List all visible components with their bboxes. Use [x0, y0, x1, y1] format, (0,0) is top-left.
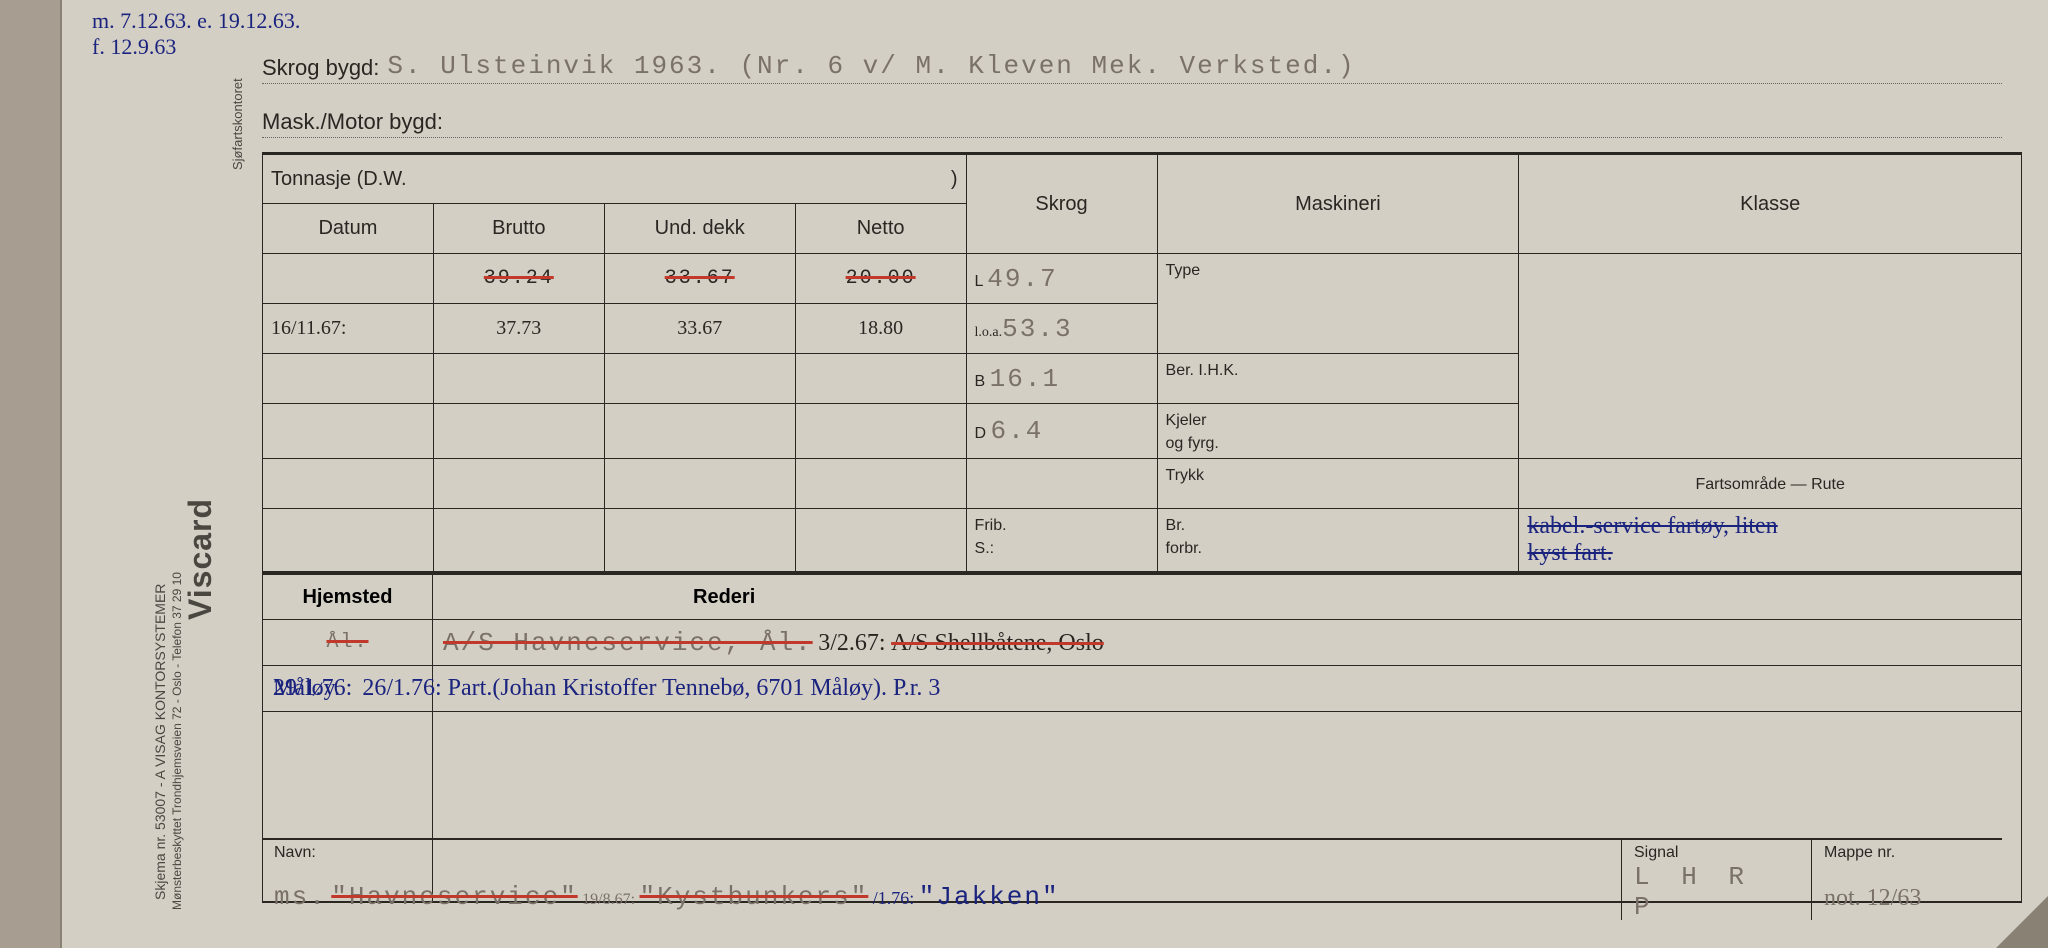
mask-trykk: Trykk	[1166, 467, 1205, 484]
rederi-r1-hjem: Ål.	[263, 620, 433, 666]
skrog-bygd-label: Skrog bygd:	[262, 55, 387, 83]
rederi-r2-text: Måløy. 26/1.76: Part.(Johan Kristoffer T…	[433, 666, 2022, 712]
skrog-B: 16.1	[990, 364, 1060, 396]
tonnasje-header: Tonnasje (D.W.	[271, 168, 407, 191]
card-body: Skrog bygd: S. Ulsteinvik 1963. (Nr. 6 v…	[242, 40, 2032, 920]
klasse-note2: kyst fart.	[1527, 540, 2013, 567]
farts-label: Fartsområde — Rute	[1695, 476, 1844, 493]
col-brutto: Brutto	[433, 204, 604, 254]
r2-brutto: 37.73	[433, 304, 604, 354]
sideprint-skjema: Skjema nr. 53007 - A VISAG KONTORSYSTEME…	[152, 584, 168, 900]
klasse-empty-top	[1519, 254, 2022, 459]
navn-value: ms. "Havneservice" 19/8.67: "Kystbunkers…	[274, 882, 1609, 916]
corner-fold	[1996, 896, 2048, 948]
tonnasje-header-close: )	[951, 168, 958, 191]
r4-datum	[263, 404, 434, 459]
signal-label: Signal	[1634, 844, 1799, 862]
mask-br: Br. forbr.	[1166, 517, 1202, 557]
r1-unddekk: 33.67	[604, 254, 795, 304]
klasse-header: Klasse	[1519, 154, 2022, 254]
skrog-bygd-value: S. Ulsteinvik 1963. (Nr. 6 v/ M. Kleven …	[387, 51, 1355, 83]
r2-datum: 16/11.67:	[263, 304, 434, 354]
main-table: Tonnasje (D.W. ) Skrog Maskineri Klasse …	[262, 152, 2022, 572]
mappe-label: Mappe nr.	[1824, 844, 1990, 862]
skrog-header: Skrog	[966, 154, 1157, 254]
mappe-value: not. 12/63	[1824, 885, 1990, 916]
mask-type: Type	[1166, 262, 1201, 279]
r1-datum	[263, 254, 434, 304]
mask-bygd-row: Mask./Motor bygd:	[262, 94, 2002, 138]
mask-ber: Ber. I.H.K.	[1166, 362, 1239, 379]
rederi-label: Rederi	[433, 574, 2022, 620]
sideprint-addr: Mønsterbeskyttet Trondhjemsveien 72 - Os…	[170, 572, 184, 910]
rederi-r1-text: A/S Havneservice, Ål. 3/2.67: A/S Shellb…	[433, 620, 2022, 666]
skrog-bygd-row: Skrog bygd: S. Ulsteinvik 1963. (Nr. 6 v…	[262, 40, 2002, 84]
r1-brutto: 39.24	[433, 254, 604, 304]
r2-netto: 18.80	[795, 304, 966, 354]
col-unddekk: Und. dekk	[604, 204, 795, 254]
sideprint-brand: Viscard	[182, 498, 219, 620]
margin-note-1: m. 7.12.63. e. 19.12.63.	[92, 8, 300, 34]
mask-bygd-label: Mask./Motor bygd:	[262, 109, 451, 137]
skrog-frib: Frib. S.:	[975, 517, 1007, 557]
mask-kjeler: Kjeler og fyrg.	[1166, 412, 1219, 452]
signal-value: L H R P	[1634, 862, 1799, 926]
navn-label: Navn:	[274, 844, 1609, 862]
hjemsted-label: Hjemsted	[263, 574, 433, 620]
skrog-D: 6.4	[991, 416, 1044, 448]
maskineri-header: Maskineri	[1157, 154, 1519, 254]
klasse-note1: kabel.-service fartøy, liten	[1527, 513, 2013, 540]
bottom-row: Navn: ms. "Havneservice" 19/8.67: "Kystb…	[262, 838, 2002, 920]
r3-datum	[263, 354, 434, 404]
r1-netto: 20.00	[795, 254, 966, 304]
record-card: m. 7.12.63. e. 19.12.63. f. 12.9.63 Skje…	[60, 0, 2048, 948]
col-datum: Datum	[263, 204, 434, 254]
skrog-loa: 53.3	[1002, 314, 1072, 346]
col-netto: Netto	[795, 204, 966, 254]
skrog-L: 49.7	[987, 264, 1057, 296]
margin-note-2: f. 12.9.63	[92, 34, 176, 60]
r2-unddekk: 33.67	[604, 304, 795, 354]
